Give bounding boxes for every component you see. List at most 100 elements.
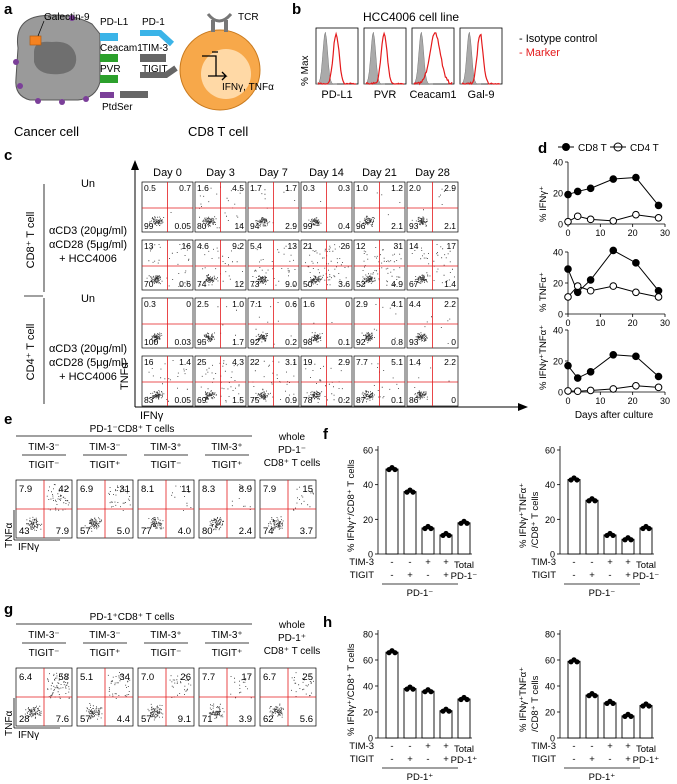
total-group-label: PD-1⁺: [633, 755, 660, 766]
y-tick-label: 40: [545, 682, 555, 692]
flow-dots: [149, 212, 179, 227]
legend-isotype: - Isotype control: [519, 33, 597, 45]
quadrant-lr: 5.0: [117, 526, 130, 537]
quadrant-ul: 1.0: [356, 183, 368, 193]
replicate-dot: [592, 693, 598, 699]
pd-l1-label: PD-L1: [100, 17, 129, 28]
replicate-dot: [446, 708, 452, 714]
x-tick-label: 20: [628, 318, 638, 328]
flow-dots: [360, 246, 402, 286]
quadrant-ur: 25: [302, 672, 313, 683]
day-label: Day 14: [309, 167, 344, 179]
data-point: [573, 288, 582, 297]
quadrant-ul: 6.7: [263, 672, 276, 683]
marker-label: Gal-9: [468, 89, 495, 101]
data-point: [586, 386, 595, 395]
data-point: [654, 293, 663, 301]
flow-dots: [209, 484, 251, 531]
quadrant-lr: 7.9: [56, 526, 69, 537]
replicate-dot: [464, 696, 470, 703]
quadrant-lr: 0.2: [285, 337, 297, 347]
replicate-dot: [646, 525, 652, 532]
quadrant-ur: 31: [119, 484, 130, 495]
ptdser-link: [120, 91, 148, 98]
quadrant-lr: 0.1: [391, 395, 403, 405]
data-point: [654, 201, 663, 210]
whole-label: whole: [278, 432, 306, 443]
quadrant-ll: 92: [250, 337, 260, 347]
cond-un-1: Un: [81, 178, 95, 190]
data-point: [609, 282, 618, 290]
tigit-row-label: TIGIT: [350, 570, 374, 581]
y-tick-label: 20: [553, 279, 563, 289]
marker-curve: [461, 33, 501, 86]
panel-b-histograms: HCC4006 cell line % Max - Isotype contro…: [300, 10, 597, 101]
tigit-sign: +: [625, 570, 631, 581]
col-tim3-label: TIM-3⁺: [150, 630, 181, 641]
panel-h-bars: 0 20 40 60 80 % IFNγ⁺/CD8⁺ T cells - - - + + - + + Tot…: [346, 630, 659, 784]
x-tick-label: 30: [660, 228, 670, 238]
replicate-dot: [392, 466, 398, 473]
bar: [603, 702, 617, 739]
ifng-arrow: [518, 403, 528, 411]
quadrant-ur: 17: [447, 241, 457, 251]
flow-dots: [308, 201, 322, 226]
bar: [457, 698, 471, 739]
y-axis-label: % IFNγ⁺TNFα⁺: [538, 325, 549, 390]
tigit-sign: +: [625, 754, 631, 765]
x-tick-label: 0: [565, 396, 570, 406]
replicate-dot: [574, 477, 580, 483]
bar: [439, 710, 453, 739]
tigit-sign: -: [572, 570, 575, 581]
quadrant-ll: 98: [303, 337, 313, 347]
panel-e-header: PD-1⁻CD8⁺ T cells: [90, 424, 175, 435]
flow-dots: [269, 672, 314, 718]
panel-f-bars: 0 20 40 60 % IFNγ⁺/CD8⁺ T cells - - - + + - + + Total…: [346, 446, 659, 600]
col-tigit-label: TIGIT⁻: [151, 648, 182, 659]
quadrant-lr: 7.6: [56, 714, 69, 725]
quadrant-ul: 0.5: [144, 183, 156, 193]
legend-cd8-label: CD8 T: [578, 143, 607, 154]
replicate-dot: [574, 659, 580, 665]
cond-acd28-2: αCD28 (5μg/ml): [49, 357, 127, 369]
marker-label: PD-L1: [321, 89, 352, 101]
quadrant-ul: 7.0: [141, 672, 154, 683]
total-group-label: PD-1⁻: [451, 571, 478, 582]
quadrant-ul: 0.3: [303, 183, 315, 193]
y-tick-label: 40: [553, 326, 563, 336]
y-tick-label: 0: [550, 734, 555, 744]
cond-acd3-1: αCD3 (20μg/ml): [49, 225, 127, 237]
tnfa-axis-label: TNFα: [119, 362, 131, 390]
data-point: [609, 351, 618, 359]
tigit-sign: +: [407, 570, 413, 581]
cond-acd3-2: αCD3 (20μg/ml): [49, 343, 127, 355]
quadrant-ul: 7.7: [356, 357, 368, 367]
replicate-dot: [628, 537, 634, 543]
quadrant-ul: 12: [356, 241, 366, 251]
panel-c-flow-grid: Day 0 Day 3 Day 7 Day 14 Day 21 Day 28 CD8⁺ T…: [24, 160, 528, 422]
bar: [439, 534, 453, 555]
galectin-leader: [37, 20, 45, 37]
flow-dots: [146, 244, 190, 287]
data-point: [632, 352, 640, 361]
data-point: [564, 190, 572, 199]
isotype-curve: [363, 32, 385, 85]
data-point: [586, 276, 595, 284]
quadrant-ul: 25: [197, 357, 207, 367]
quadrant-ll: 43: [19, 526, 30, 537]
bar: [639, 527, 653, 555]
quadrant-ll: 69: [197, 395, 207, 405]
quadrant-ul: 8.1: [141, 484, 154, 495]
tim3-sign: +: [625, 741, 631, 752]
quadrant-ur: 13: [288, 241, 298, 251]
tigit-row-label: TIGIT: [350, 754, 374, 765]
quadrant-lr: 0: [451, 337, 456, 347]
quadrant-ur: 58: [58, 672, 69, 683]
t-cell-inner: [201, 49, 251, 99]
y-axis-label: % IFNγ⁺TNFα⁺: [518, 483, 529, 548]
whole-label: PD-1⁺: [278, 633, 306, 644]
quadrant-ll: 57: [80, 714, 91, 725]
flow-dots: [199, 244, 243, 286]
pd-1-label: PD-1: [142, 17, 165, 28]
cond-hcc-1: + HCC4006: [59, 253, 117, 265]
